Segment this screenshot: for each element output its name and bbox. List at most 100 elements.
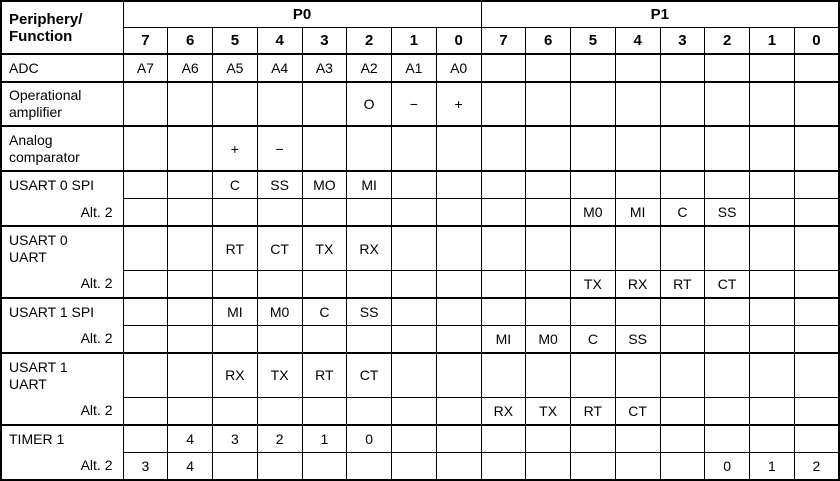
pin-cell bbox=[704, 423, 750, 454]
pin-cell bbox=[659, 325, 706, 354]
table-row: USART 0 UART RT CT TX RX bbox=[0, 225, 840, 271]
pin-cell bbox=[570, 296, 616, 327]
bit-header-p1-5: 5 bbox=[570, 26, 616, 55]
bit-header-p1-4: 4 bbox=[614, 26, 661, 55]
pin-cell bbox=[391, 396, 437, 426]
pin-cell bbox=[435, 125, 482, 172]
pin-cell bbox=[704, 296, 750, 327]
pin-cell bbox=[435, 198, 482, 227]
pin-cell bbox=[659, 169, 706, 200]
pin-cell: 0 bbox=[704, 452, 750, 481]
table-row: Analog comparator + − bbox=[0, 125, 840, 172]
pin-cell bbox=[122, 396, 169, 426]
pin-cell bbox=[435, 423, 482, 454]
pin-cell bbox=[793, 169, 840, 200]
pin-cell bbox=[749, 296, 795, 327]
pin-cell bbox=[480, 81, 527, 127]
pin-cell: A5 bbox=[212, 52, 258, 83]
pin-cell bbox=[570, 125, 616, 172]
pin-cell bbox=[212, 81, 258, 127]
pin-cell bbox=[793, 325, 840, 354]
pin-cell bbox=[480, 225, 527, 271]
pin-cell: + bbox=[435, 81, 482, 127]
pin-cell bbox=[346, 269, 392, 299]
pin-cell bbox=[480, 125, 527, 172]
pin-cell bbox=[480, 169, 527, 200]
pin-cell bbox=[122, 169, 169, 200]
pin-cell: 3 bbox=[212, 423, 258, 454]
bit-header-p0-5: 5 bbox=[212, 26, 258, 55]
pin-cell: 3 bbox=[122, 452, 169, 481]
pin-cell bbox=[391, 169, 437, 200]
pin-cell: SS bbox=[346, 296, 392, 327]
pin-cell bbox=[167, 169, 213, 200]
table-row: USART 1 SPI MI M0 C SS bbox=[0, 296, 840, 327]
bit-header-p1-6: 6 bbox=[525, 26, 571, 55]
pin-cell bbox=[167, 125, 213, 172]
row-label: TIMER 1 bbox=[0, 423, 124, 453]
pin-cell bbox=[212, 198, 258, 227]
table-row: USART 1 UART RX TX RT CT bbox=[0, 352, 840, 398]
corner-header: Periphery/ Function bbox=[0, 0, 124, 55]
bit-header-p0-0: 0 bbox=[435, 26, 482, 55]
pin-cell bbox=[614, 169, 661, 200]
pin-cell bbox=[435, 396, 482, 426]
corner-header-line1: Periphery/ bbox=[9, 10, 83, 28]
row-label: USART 1 UART bbox=[0, 352, 124, 398]
pin-cell bbox=[749, 352, 795, 398]
table-row: Operational amplifier O − + bbox=[0, 81, 840, 127]
pin-cell bbox=[435, 296, 482, 327]
pin-cell: − bbox=[256, 125, 303, 172]
pin-cell: RT bbox=[570, 396, 616, 426]
pin-cell bbox=[167, 198, 213, 227]
pin-cell: + bbox=[212, 125, 258, 172]
row-label-line: UART bbox=[9, 375, 47, 392]
pin-cell bbox=[704, 396, 750, 426]
pin-cell bbox=[659, 396, 706, 426]
row-label-line: amplifier bbox=[9, 104, 62, 121]
bit-header-p0-1: 1 bbox=[391, 26, 437, 55]
pin-cell bbox=[480, 198, 527, 227]
pin-cell: SS bbox=[614, 325, 661, 354]
pin-cell: 1 bbox=[301, 423, 348, 454]
pin-cell bbox=[122, 125, 169, 172]
pin-cell: TX bbox=[256, 352, 303, 398]
pin-cell: 2 bbox=[793, 452, 840, 481]
pin-cell: C bbox=[570, 325, 616, 354]
pin-cell bbox=[435, 452, 482, 481]
pin-cell bbox=[659, 52, 706, 83]
pin-cell: CT bbox=[614, 396, 661, 426]
bit-header-p0-2: 2 bbox=[346, 26, 392, 55]
pin-cell bbox=[122, 296, 169, 327]
pin-cell bbox=[704, 225, 750, 271]
port-header-p0: P0 bbox=[122, 0, 482, 28]
pin-cell bbox=[346, 325, 392, 354]
pin-cell: TX bbox=[301, 225, 348, 271]
pin-cell bbox=[391, 352, 437, 398]
bit-header-p1-7: 7 bbox=[480, 26, 527, 55]
pin-cell bbox=[480, 352, 527, 398]
bit-header-p1-2: 2 bbox=[704, 26, 750, 55]
pin-cell bbox=[525, 198, 571, 227]
pin-cell bbox=[525, 296, 571, 327]
table-body: ADC A7 A6 A5 A4 A3 A2 A1 A0 Operational amplifier O… bbox=[0, 52, 840, 481]
pin-cell: − bbox=[391, 81, 437, 127]
pin-cell bbox=[480, 452, 527, 481]
pin-cell bbox=[256, 81, 303, 127]
pin-cell bbox=[167, 269, 213, 299]
row-label: USART 0 SPI bbox=[0, 169, 124, 199]
pin-cell: 4 bbox=[167, 423, 213, 454]
alt2-row-label: Alt. 2 bbox=[0, 397, 124, 426]
pin-cell bbox=[793, 269, 840, 299]
pin-cell: 0 bbox=[346, 423, 392, 454]
pin-cell: MI bbox=[614, 198, 661, 227]
pin-cell bbox=[122, 225, 169, 271]
pin-cell bbox=[570, 81, 616, 127]
pin-cell bbox=[749, 423, 795, 454]
bit-header-p0-7: 7 bbox=[122, 26, 169, 55]
pin-cell: MI bbox=[346, 169, 392, 200]
pin-cell bbox=[167, 225, 213, 271]
pin-cell: M0 bbox=[525, 325, 571, 354]
table-row-alt2: Alt. 2 MI M0 C SS bbox=[0, 325, 840, 354]
